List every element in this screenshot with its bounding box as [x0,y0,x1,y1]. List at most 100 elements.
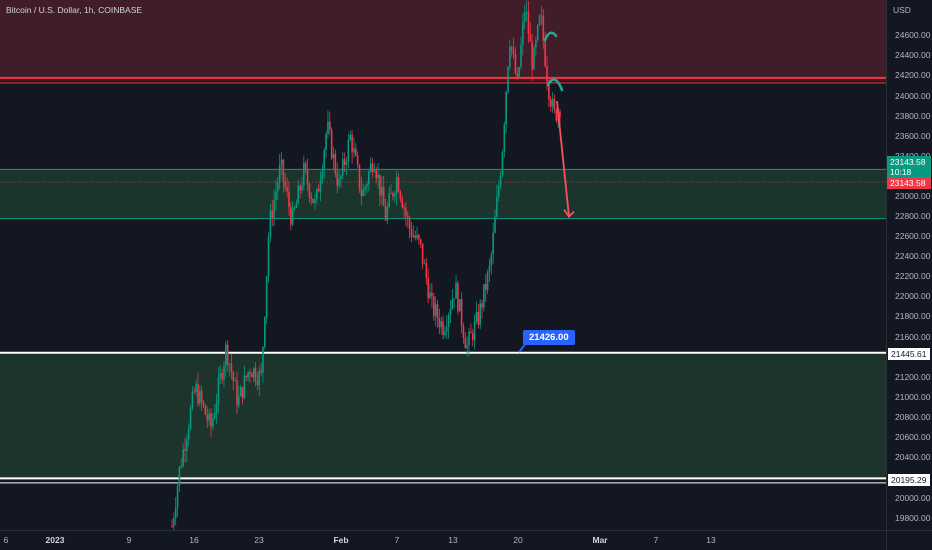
candle-body [271,210,274,219]
candle-body [436,304,439,319]
candle-body [449,309,452,316]
candle-body [373,170,376,172]
price-tick-label: 19800.00 [895,513,931,523]
candle-body [380,186,383,196]
drawing-arc-2 [546,78,564,92]
candle-body [384,205,387,221]
price-tick-label: 23000.00 [895,191,931,201]
price-tick-label: 23800.00 [895,111,931,121]
candle-body [395,177,398,195]
candle-body [262,346,264,373]
candle-body [260,370,262,373]
price-axis[interactable] [886,0,932,530]
candle-body [316,189,318,200]
candle-body [509,46,511,67]
candle-body [375,170,378,179]
candle-body [197,383,199,404]
candle-body [173,517,175,527]
candle-body [232,372,235,381]
last-price-badge: 23143.58 10:18 [887,156,931,178]
time-tick-label: 7 [394,535,400,545]
candle-body [238,396,240,406]
price-tick-label: 20000.00 [895,493,931,503]
candle-body [451,299,454,310]
candle-body [176,486,179,508]
candle-body [217,377,220,403]
mid-zone [0,169,886,219]
price-tick-label: 22200.00 [895,271,931,281]
candle-body [327,121,329,135]
candle-body [256,381,259,385]
price-plot[interactable] [0,0,886,530]
candle-body [213,413,216,419]
candle-body [497,186,500,197]
candle-body [514,54,517,74]
candle-body [507,66,509,93]
price-tick-label: 24400.00 [895,50,931,60]
price-tick-label: 24200.00 [895,70,931,80]
candle-body [228,363,231,365]
time-tick-label: 7 [653,535,659,545]
candle-body [202,401,205,406]
candle-body [503,124,506,152]
candle-body [362,190,365,196]
time-tick-label: 2023 [45,535,65,545]
candle-body [295,203,298,209]
price-tick-label: 24000.00 [895,91,931,101]
candle-body [230,363,233,373]
candle-body [479,303,481,325]
candle-body [445,327,448,332]
candle-body [319,180,322,192]
candle-body [290,207,292,225]
candle-body [473,321,476,341]
price-callout[interactable]: 21426.00 [523,330,575,345]
candle-body [353,148,355,153]
candle-body [306,169,309,185]
candle-body [392,193,394,197]
candle-body [288,191,290,208]
price-tick-label: 20400.00 [895,452,931,462]
candle-body [325,134,327,151]
candle-body [425,263,428,278]
candle-body [204,405,207,415]
candle-body [549,99,552,107]
currency-label: USD [893,5,911,15]
candle-body [444,331,446,336]
price-tick-label: 22000.00 [895,291,931,301]
candle-body [490,254,493,266]
projection-arrow-line [556,100,570,217]
candle-body [215,402,218,414]
candle-body [499,175,502,187]
candle-body [486,272,489,291]
candle-body [536,24,539,40]
candle-body [388,193,391,207]
candle-body [516,73,519,77]
candle-body [174,507,177,518]
candle-body [386,206,389,221]
candle-body [416,234,418,238]
candle-body [336,173,339,186]
candle-body [542,15,545,41]
candle-body [533,47,535,70]
candle-body [412,235,415,237]
candle-body [405,208,407,216]
candle-body [249,372,251,374]
candle-body [468,331,470,346]
symbol-title: Bitcoin / U.S. Dollar, 1h, COINBASE [6,5,143,15]
candle-body [518,67,520,77]
candle-body [332,153,335,159]
candle-body [512,49,515,55]
candle-body [475,312,478,322]
candle-body [241,386,244,398]
candle-body [544,40,546,66]
candle-body [484,283,487,291]
candle-body [522,22,524,45]
candle-body [284,180,287,187]
candle-body [258,370,261,385]
candle-body [440,320,442,328]
candle-body [414,235,416,238]
candle-body [247,372,249,378]
candle-body [470,331,472,334]
time-axis[interactable] [0,530,886,550]
